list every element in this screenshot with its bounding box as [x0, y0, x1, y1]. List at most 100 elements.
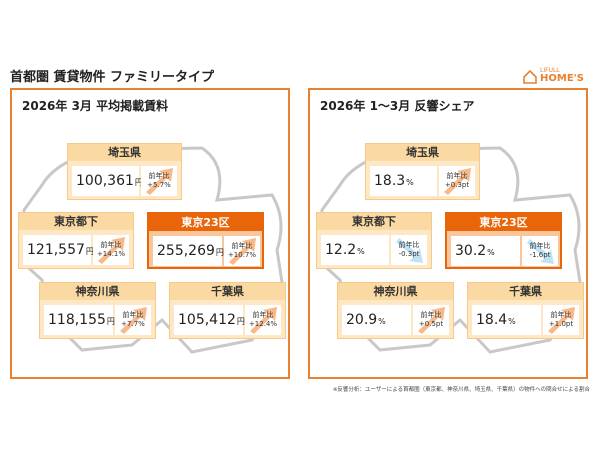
change-value: +10.7% [227, 251, 257, 259]
trend-arrow [548, 307, 575, 334]
change-label: 前年比 [148, 172, 170, 180]
unit: % [406, 178, 414, 187]
change-value: -0.3pt [398, 250, 420, 258]
change-text: 前年比 -1.6pt [522, 236, 558, 260]
region-box: 埼玉県 100,361円 前年比 +5.7% [67, 143, 182, 200]
trend-arrow [120, 307, 147, 334]
change-text: 前年比 +10.7% [224, 236, 260, 260]
change-box: 前年比 +5.7% [141, 166, 177, 196]
region-box: 埼玉県 18.3% 前年比 +0.3pt [365, 143, 480, 200]
logo-top: LIFULL [540, 67, 560, 74]
change-text: 前年比 +7.7% [115, 305, 151, 329]
value: 255,269 [157, 243, 215, 259]
change-box: 前年比 +1.0pt [543, 305, 579, 335]
change-box: 前年比 -1.6pt [522, 236, 558, 266]
change-value: +14.1% [96, 250, 126, 258]
value-box: 118,155円 [44, 305, 115, 335]
change-box: 前年比 -0.3pt [391, 235, 427, 265]
trend-arrow [527, 239, 554, 264]
region-box: 東京都下 121,557円 前年比 +14.1% [18, 212, 134, 269]
panel-title: 2026年 1～3月 反響シェア [320, 99, 475, 113]
change-value: +5.7% [147, 181, 171, 189]
value: 18.4 [476, 312, 508, 328]
unit: % [508, 317, 516, 326]
change-label: 前年比 [100, 241, 122, 249]
value-box: 30.2% [451, 236, 520, 266]
change-box: 前年比 +10.7% [224, 236, 260, 266]
region-box: 東京23区 30.2% 前年比 -1.6pt [445, 212, 562, 269]
value-box: 18.3% [370, 166, 437, 196]
value-box: 20.9% [342, 305, 411, 335]
logo: LIFULL HOME'S [523, 66, 593, 86]
change-text: 前年比 +12.4% [245, 305, 281, 329]
trend-arrow [229, 238, 256, 265]
unit: 円 [85, 247, 94, 256]
change-box: 前年比 +7.7% [115, 305, 151, 335]
change-value: +1.0pt [548, 320, 574, 328]
trend-arrow [98, 237, 125, 264]
panel: 2026年 3月 平均掲載賃料 埼玉県 100,361円 前年比 +5.7% 東京都下 12… [10, 88, 290, 379]
trend-arrow [396, 238, 423, 263]
change-label: 前年比 [420, 311, 442, 319]
change-value: -1.6pt [529, 251, 551, 259]
value: 18.3 [374, 173, 406, 189]
change-value: +7.7% [121, 320, 145, 328]
region-name: 千葉県 [468, 283, 583, 300]
trend-arrow [444, 168, 471, 195]
region-box: 神奈川県 118,155円 前年比 +7.7% [39, 282, 156, 339]
region-name: 千葉県 [170, 283, 285, 300]
title: 首都圏 賃貸物件 ファミリータイプ [10, 70, 215, 85]
logo-bottom: HOME'S [540, 73, 584, 84]
trend-arrow [146, 168, 173, 195]
value-box: 100,361円 [72, 166, 143, 196]
region-box: 神奈川県 20.9% 前年比 +0.5pt [337, 282, 454, 339]
change-label: 前年比 [122, 311, 144, 319]
value-box: 18.4% [472, 305, 541, 335]
change-box: 前年比 +14.1% [93, 235, 129, 265]
unit: % [487, 248, 495, 257]
value: 121,557 [27, 242, 85, 258]
change-text: 前年比 +5.7% [141, 166, 177, 190]
region-name: 埼玉県 [68, 144, 181, 161]
region-name: 神奈川県 [338, 283, 453, 300]
unit: 円 [236, 317, 245, 326]
unit: 円 [134, 178, 143, 187]
value: 100,361 [76, 173, 134, 189]
region-box: 東京23区 255,269円 前年比 +10.7% [147, 212, 264, 269]
value-box: 255,269円 [153, 236, 224, 266]
region-box: 千葉県 105,412円 前年比 +12.4% [169, 282, 286, 339]
value: 118,155 [48, 312, 106, 328]
unit: % [357, 247, 365, 256]
trend-arrow [418, 307, 445, 334]
region-box: 東京都下 12.2% 前年比 -0.3pt [316, 212, 432, 269]
change-text: 前年比 +1.0pt [543, 305, 579, 329]
trend-arrow [250, 307, 277, 334]
value: 105,412 [178, 312, 236, 328]
value-box: 121,557円 [23, 235, 94, 265]
footnote: ※反響分析：ユーザーによる首都圏（東京都、神奈川県、埼玉県、千葉県）の物件への問… [332, 387, 590, 393]
value: 12.2 [325, 242, 357, 258]
value: 20.9 [346, 312, 378, 328]
change-value: +0.5pt [418, 320, 444, 328]
change-label: 前年比 [252, 311, 274, 319]
change-label: 前年比 [398, 241, 420, 249]
region-name: 東京23区 [447, 214, 560, 231]
change-value: +12.4% [248, 320, 278, 328]
value: 30.2 [455, 243, 487, 259]
value-box: 12.2% [321, 235, 389, 265]
change-text: 前年比 +14.1% [93, 235, 129, 259]
change-label: 前年比 [550, 311, 572, 319]
change-box: 前年比 +0.5pt [413, 305, 449, 335]
unit: 円 [106, 317, 115, 326]
region-box: 千葉県 18.4% 前年比 +1.0pt [467, 282, 584, 339]
change-box: 前年比 +0.3pt [439, 166, 475, 196]
region-name: 東京23区 [149, 214, 262, 231]
value-box: 105,412円 [174, 305, 245, 335]
change-label: 前年比 [231, 242, 253, 250]
change-label: 前年比 [529, 242, 551, 250]
panel-title: 2026年 3月 平均掲載賃料 [22, 99, 169, 113]
region-name: 東京都下 [317, 213, 431, 230]
panel: 2026年 1～3月 反響シェア 埼玉県 18.3% 前年比 +0.3pt 東京都下 12.… [308, 88, 588, 379]
change-text: 前年比 +0.5pt [413, 305, 449, 329]
